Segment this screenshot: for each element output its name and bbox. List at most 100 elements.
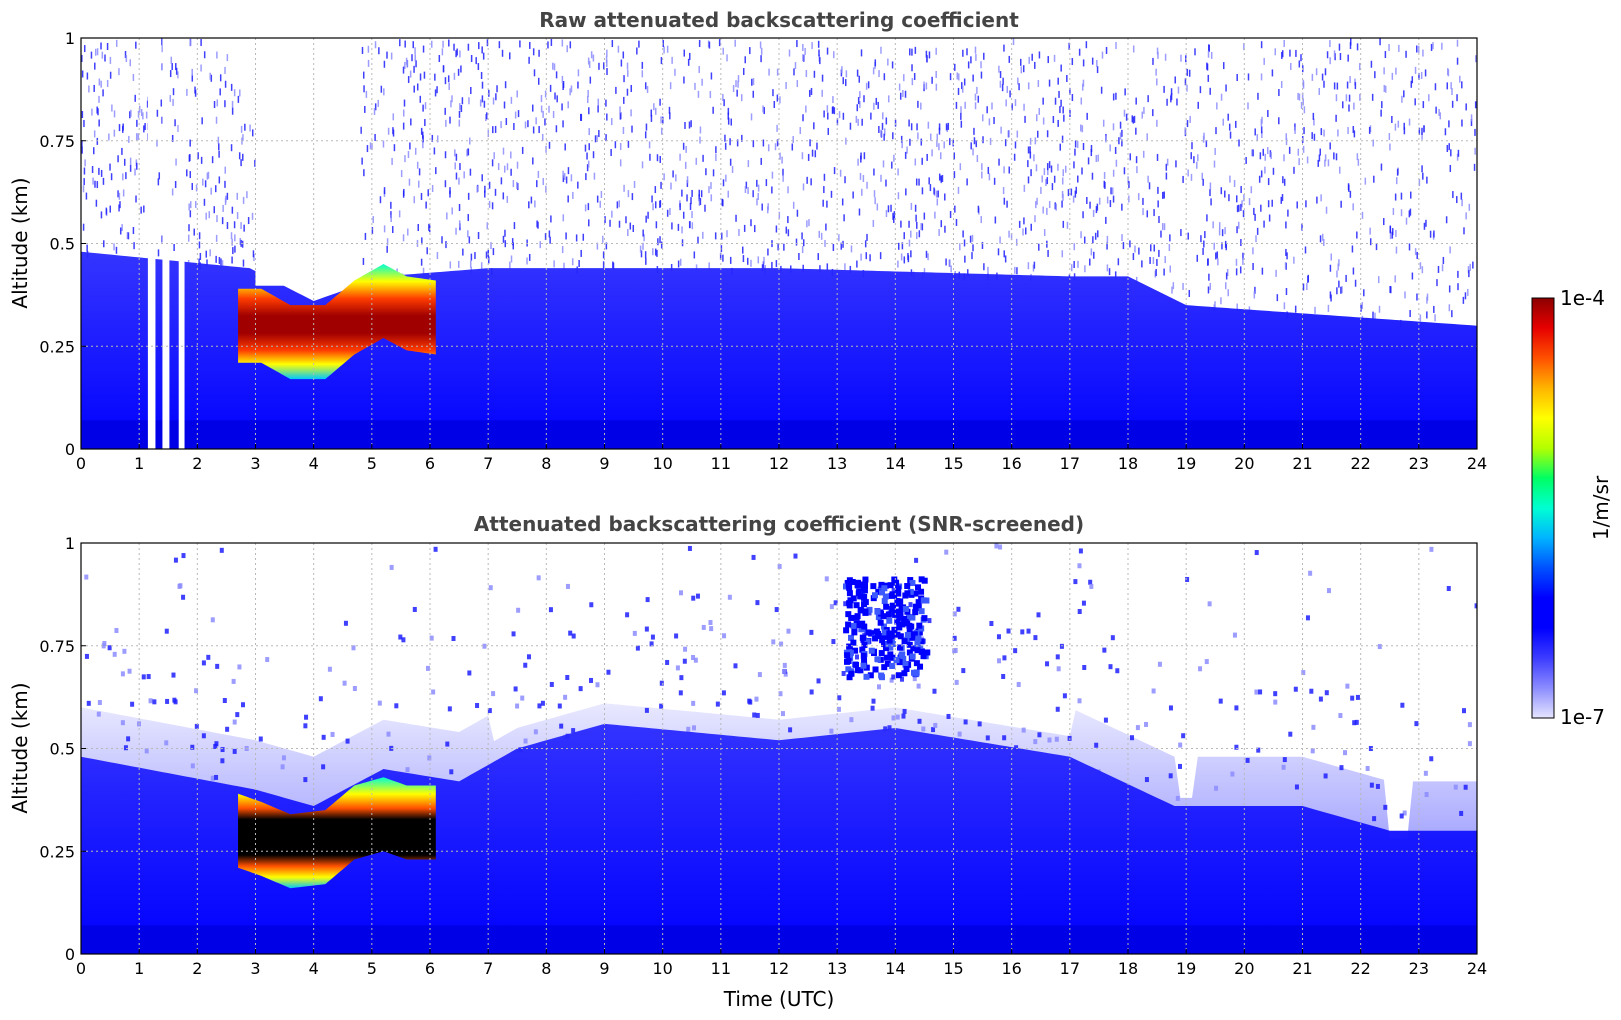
noise-cell — [633, 180, 636, 188]
noise-cell — [1252, 149, 1254, 157]
noise-cell — [1414, 98, 1416, 106]
noise-cell — [1061, 190, 1064, 198]
noise-cell — [207, 171, 210, 179]
cloud-cell — [916, 622, 923, 629]
noise-cell — [537, 170, 540, 178]
noise-cell — [867, 81, 870, 89]
noise-cell — [566, 45, 568, 53]
noise-cell — [481, 174, 483, 182]
noise-cell — [933, 187, 935, 195]
noise-cell — [723, 99, 725, 107]
noise-cell — [1329, 57, 1331, 65]
noise-cell — [81, 70, 84, 78]
noise-cell — [1384, 51, 1387, 59]
noise-cell — [1073, 161, 1075, 169]
noise-cell — [1142, 208, 1144, 216]
noise-cell — [780, 711, 785, 717]
noise-cell — [1119, 121, 1122, 129]
noise-cell — [1228, 194, 1230, 202]
noise-cell — [494, 125, 497, 133]
noise-cell — [809, 89, 811, 97]
noise-cell — [844, 176, 846, 184]
noise-cell — [683, 49, 686, 57]
noise-cell — [960, 120, 963, 128]
noise-cell — [575, 234, 578, 242]
noise-cell — [1237, 221, 1240, 229]
noise-cell — [342, 680, 347, 686]
noise-cell — [938, 123, 941, 131]
noise-cell — [983, 52, 985, 60]
cloud-cell — [923, 597, 930, 604]
noise-cell — [496, 85, 498, 93]
noise-cell — [483, 100, 486, 108]
cloud-cell — [883, 603, 890, 610]
noise-cell — [127, 232, 130, 240]
colorbar-max-label: 1e-4 — [1560, 286, 1605, 310]
grid-screened — [81, 543, 1477, 954]
noise-cell — [681, 239, 684, 247]
noise-cell — [1190, 173, 1193, 181]
noise-cell — [1423, 770, 1428, 776]
noise-cell — [86, 72, 89, 80]
noise-cell — [981, 241, 984, 249]
noise-cell — [1236, 74, 1238, 82]
cloud-cell — [870, 583, 877, 590]
noise-cell — [1275, 269, 1277, 277]
noise-cell — [567, 101, 569, 109]
noise-cell — [1467, 288, 1469, 296]
noise-cell — [516, 90, 518, 98]
noise-cell — [105, 207, 108, 215]
noise-cell — [987, 166, 990, 174]
noise-cell — [488, 181, 491, 189]
noise-cell — [1259, 152, 1262, 160]
noise-cell — [161, 235, 163, 243]
noise-cell — [860, 152, 862, 160]
noise-cell — [1338, 259, 1340, 267]
noise-cell — [1318, 87, 1321, 95]
noise-cell — [544, 233, 547, 241]
y-axis-label-raw: Altitude (km) — [8, 177, 32, 308]
noise-cell — [1264, 153, 1266, 161]
noise-cell — [113, 110, 116, 118]
noise-cell — [98, 119, 100, 127]
noise-cell — [643, 234, 645, 242]
noise-cell — [1243, 194, 1245, 202]
noise-cell — [1046, 130, 1049, 138]
noise-cell — [738, 228, 740, 236]
noise-cell — [871, 698, 876, 704]
noise-cell — [230, 83, 233, 91]
noise-cell — [199, 252, 202, 260]
noise-cell — [533, 729, 538, 735]
noise-cell — [537, 221, 539, 229]
noise-cell — [492, 97, 495, 105]
noise-cell — [946, 713, 951, 719]
noise-cell — [1448, 304, 1451, 312]
noise-cell — [587, 90, 589, 98]
noise-cell — [1202, 247, 1204, 255]
noise-cell — [484, 185, 486, 193]
noise-cell — [123, 158, 126, 166]
noise-cell — [1217, 258, 1219, 266]
noise-cell — [872, 219, 875, 227]
noise-cell — [804, 47, 806, 55]
noise-cell — [460, 105, 463, 113]
noise-cell — [1172, 282, 1175, 290]
noise-cell — [171, 134, 174, 142]
noise-cell — [140, 109, 143, 117]
cloud-cell — [851, 629, 858, 636]
noise-cell — [592, 151, 595, 159]
noise-cell — [1072, 195, 1075, 203]
noise-cell — [926, 153, 928, 161]
noise-cell — [881, 122, 884, 130]
noise-cell — [741, 134, 743, 142]
noise-cell — [1061, 200, 1063, 208]
noise-cell — [1187, 232, 1189, 240]
noise-cell — [858, 208, 861, 216]
noise-cell — [654, 186, 657, 194]
noise-cell — [1089, 201, 1091, 209]
cloud-cell — [860, 634, 867, 641]
noise-cell — [1422, 101, 1425, 109]
noise-cell — [537, 77, 540, 85]
noise-cell — [1311, 132, 1313, 140]
noise-cell — [592, 54, 595, 62]
